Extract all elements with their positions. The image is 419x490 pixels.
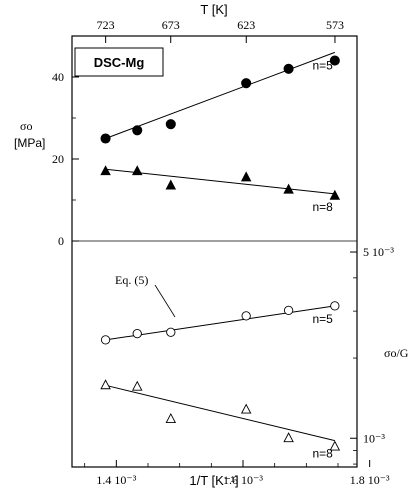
bottom-tick-label: 1.6 10⁻³ (223, 473, 263, 487)
lower-y-tick-label: 10⁻³ (363, 431, 385, 445)
lower-series-point (165, 413, 177, 423)
lower-series-point (132, 328, 142, 339)
upper-series-point (132, 125, 143, 136)
lower-series-point (283, 305, 294, 316)
equation-pointer-line (154, 284, 176, 318)
panel-label-box (74, 47, 164, 77)
upper-y-axis-label-unit: [MPa] (14, 136, 45, 150)
lower-series-annotation: n=5 (312, 312, 333, 326)
upper-y-axis-label: σo (20, 119, 32, 133)
lower-series-point (166, 327, 176, 337)
panel-label: DSC-Mg (94, 55, 145, 70)
upper-series-point (329, 55, 340, 66)
upper-series-point (100, 133, 111, 144)
upper-series-point (283, 183, 294, 194)
top-tick-label: 623 (237, 18, 255, 32)
lower-series-point (329, 440, 341, 451)
bottom-axis-title: 1/T [K⁻¹] (189, 473, 238, 488)
lower-series-point (100, 379, 111, 390)
lower-series-annotation: n=8 (312, 447, 333, 461)
upper-y-tick-label: 40 (52, 70, 64, 84)
upper-series-point (131, 165, 143, 176)
lower-series-fit-line (105, 384, 335, 442)
upper-y-tick-label: 0 (58, 234, 64, 248)
upper-series-point (165, 179, 177, 190)
lower-y-axis-label: σo/G (384, 346, 409, 360)
plot-frame (71, 35, 358, 468)
equation-label: Eq. (5) (115, 273, 148, 287)
upper-series-annotation: n=8 (312, 200, 333, 214)
upper-series-fit-line (105, 168, 335, 195)
upper-y-axis-label-symbol: σo (20, 119, 32, 133)
upper-series-point (329, 189, 341, 200)
upper-series-fit-line (105, 51, 336, 139)
bottom-tick-label: 1.4 10⁻³ (96, 473, 136, 487)
lower-series-point (241, 311, 251, 321)
upper-y-tick-label: 20 (52, 152, 64, 166)
upper-series-point (165, 119, 176, 130)
lower-series-point (240, 403, 252, 414)
lower-series-point (131, 380, 143, 391)
top-axis-title: T [K] (200, 2, 227, 17)
upper-series-point (283, 63, 294, 74)
lower-series-point (100, 335, 111, 345)
lower-series-point (330, 301, 340, 311)
upper-series-point (240, 171, 252, 182)
top-tick-label: 573 (326, 18, 344, 32)
lower-series-point (283, 432, 294, 443)
upper-series-point (241, 78, 252, 89)
upper-series-point (100, 165, 111, 176)
bottom-tick-label: 1.8 10⁻³ (350, 473, 390, 487)
upper-series-annotation: n=5 (312, 58, 333, 72)
lower-y-tick-label: 5 10⁻³ (363, 245, 394, 259)
top-tick-label: 723 (97, 18, 115, 32)
lower-series-fit-line (105, 305, 335, 341)
top-tick-label: 673 (162, 18, 180, 32)
